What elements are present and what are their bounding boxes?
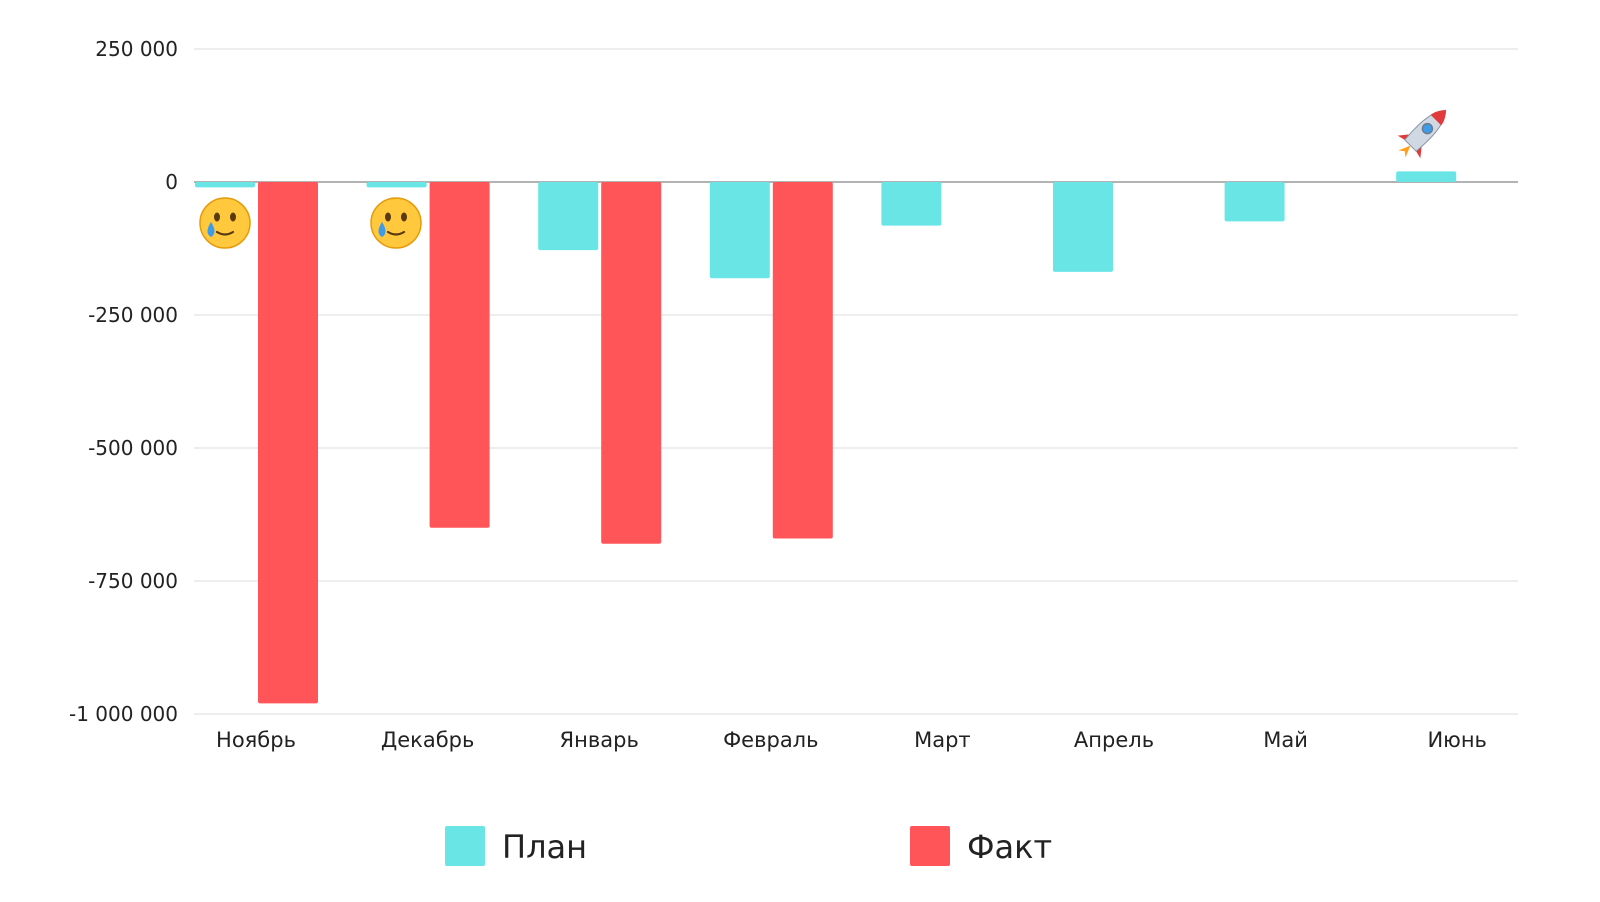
legend-swatch-fact bbox=[910, 826, 950, 866]
x-tick-label: Апрель bbox=[1074, 728, 1154, 752]
x-tick-label: Ноябрь bbox=[216, 728, 296, 752]
y-tick-label: -1 000 000 bbox=[69, 702, 178, 726]
rocket-emoji bbox=[1397, 109, 1447, 159]
bar-plan bbox=[1053, 182, 1113, 272]
x-tick-label: Июнь bbox=[1427, 728, 1487, 752]
x-tick-label: Февраль bbox=[723, 728, 818, 752]
crying-smile-emoji bbox=[370, 197, 422, 249]
bar-plan bbox=[538, 182, 599, 251]
bar-plan bbox=[709, 182, 770, 279]
y-tick-label: -500 000 bbox=[88, 436, 178, 460]
bar-plan bbox=[1396, 171, 1457, 182]
crying-smile-emoji bbox=[199, 197, 251, 249]
emoji-eye bbox=[385, 212, 391, 222]
legend-label-plan: План bbox=[502, 828, 587, 866]
legend-label-fact: Факт bbox=[967, 828, 1052, 866]
legend-swatch-plan bbox=[445, 826, 485, 866]
x-tick-label: Май bbox=[1263, 728, 1308, 752]
y-tick-label: -750 000 bbox=[88, 569, 178, 593]
emoji-mouth bbox=[386, 230, 406, 236]
rocket-fin bbox=[1397, 134, 1411, 140]
bar-fact bbox=[772, 182, 833, 539]
x-tick-label: Январь bbox=[560, 728, 639, 752]
bar-plan bbox=[1224, 182, 1285, 222]
bar-fact bbox=[258, 182, 318, 704]
bar-fact bbox=[601, 182, 662, 544]
bar-plan bbox=[366, 182, 427, 188]
bar-plan bbox=[195, 182, 255, 188]
bar-plan bbox=[881, 182, 942, 226]
emoji-eye bbox=[401, 212, 407, 222]
rocket-nose bbox=[1430, 110, 1446, 126]
emoji-mouth bbox=[215, 230, 235, 236]
rocket-window bbox=[1421, 122, 1434, 135]
bar-fact bbox=[429, 182, 490, 528]
emoji-tear bbox=[207, 222, 215, 237]
y-tick-label: 250 000 bbox=[95, 37, 178, 61]
rocket-fin bbox=[1416, 145, 1422, 159]
x-tick-label: Март bbox=[914, 728, 971, 752]
rocket-flame bbox=[1398, 145, 1411, 158]
emoji-eye bbox=[230, 212, 236, 222]
emoji-tear bbox=[378, 222, 386, 237]
emoji-eye bbox=[214, 212, 220, 222]
x-tick-label: Декабрь bbox=[381, 728, 475, 752]
y-tick-label: -250 000 bbox=[88, 303, 178, 327]
y-tick-label: 0 bbox=[165, 170, 178, 194]
